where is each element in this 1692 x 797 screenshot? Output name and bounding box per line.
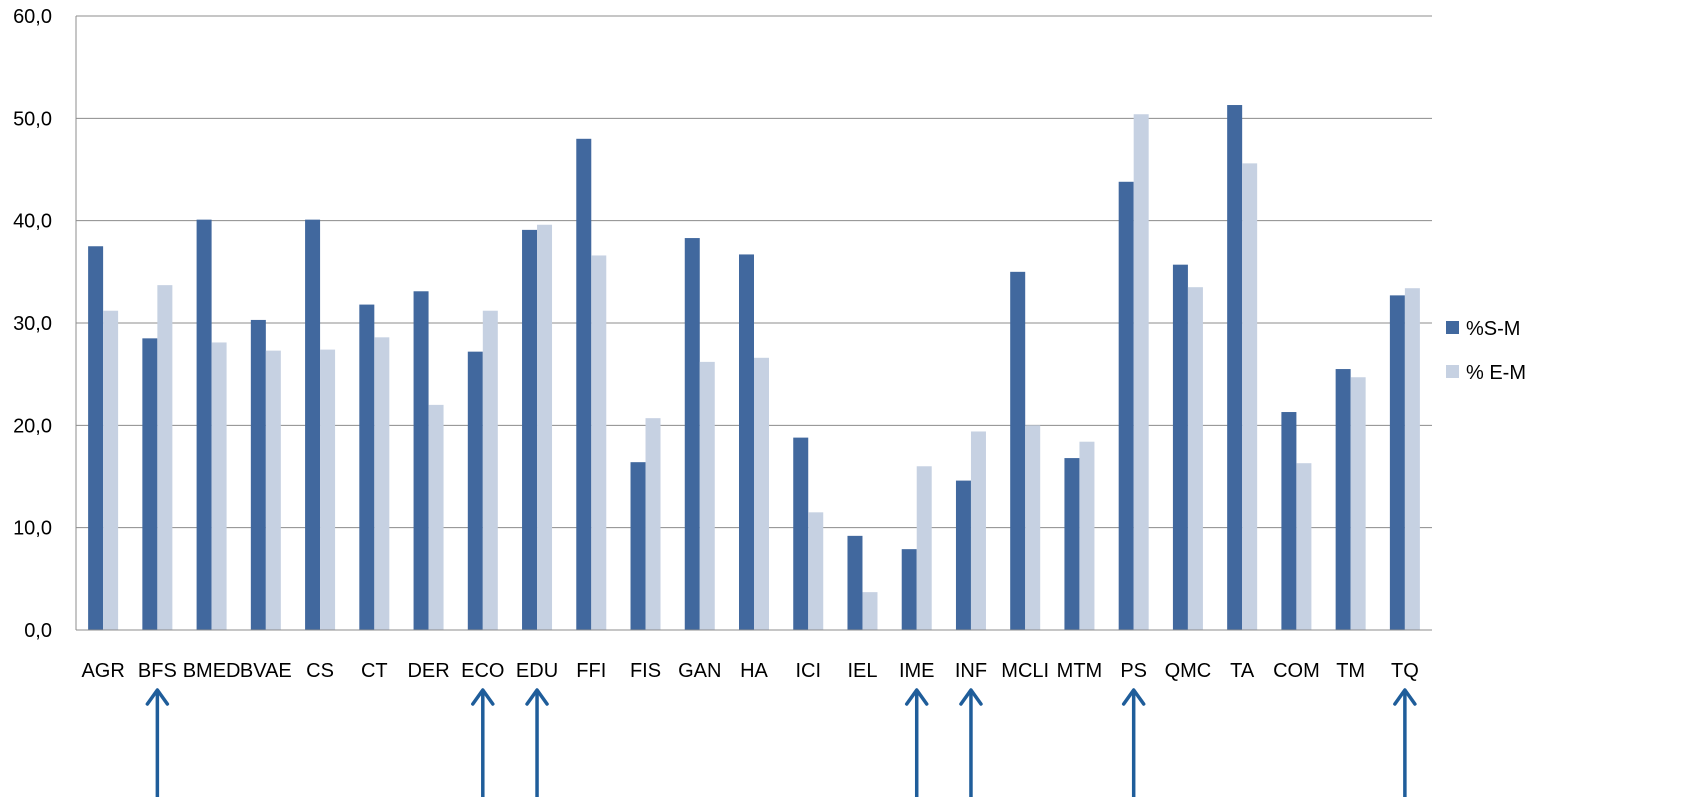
legend: %S-M % E-M <box>1446 318 1526 384</box>
x-tick-label: BFS <box>138 660 177 682</box>
bar-qmc-series-1 <box>1172 264 1188 630</box>
bar-inf-series-1 <box>955 480 971 630</box>
bar-bvae-series-2 <box>265 350 281 630</box>
up-arrow-icon <box>1393 688 1417 797</box>
bar-tq-series-2 <box>1404 288 1420 630</box>
bar-qmc-series-2 <box>1187 287 1203 630</box>
y-tick-label: 40,0 <box>13 211 52 233</box>
bar-ct-series-1 <box>359 304 375 630</box>
bar-ha-series-2 <box>754 357 769 630</box>
y-tick-label: 20,0 <box>13 415 52 437</box>
x-tick-label: COM <box>1273 660 1320 682</box>
bar-com-series-1 <box>1281 412 1297 630</box>
bar-mcli-series-1 <box>1010 271 1026 630</box>
bar-tm-series-1 <box>1335 369 1351 630</box>
up-arrow-icon <box>145 688 170 797</box>
x-tick-label: HA <box>740 660 768 682</box>
bar-ime-series-2 <box>916 466 932 630</box>
y-tick-label: 0,0 <box>24 620 52 642</box>
bar-cs-series-2 <box>320 349 336 630</box>
highlight-arrows <box>145 688 1417 797</box>
y-tick-label: 10,0 <box>13 518 52 540</box>
bar-bmed-series-2 <box>211 342 227 630</box>
bar-bfs-series-1 <box>142 338 158 630</box>
x-tick-label: DER <box>407 660 449 682</box>
x-tick-label: FIS <box>630 660 661 682</box>
bar-iel-series-1 <box>847 535 863 630</box>
y-axis-tick-labels: 0,0 10,0 20,0 30,0 40,0 50,0 60,0 <box>13 6 52 642</box>
up-arrow-icon <box>959 688 983 797</box>
bar-ps-series-2 <box>1133 114 1149 631</box>
x-tick-label: CS <box>306 660 334 682</box>
bar-ime-series-1 <box>901 549 917 630</box>
bar-cs-series-1 <box>305 219 321 631</box>
x-tick-label: ICI <box>795 660 821 682</box>
bar-ha-series-1 <box>739 254 754 631</box>
bar-fis-series-2 <box>645 418 661 630</box>
x-tick-label: INF <box>955 660 987 682</box>
x-tick-label: GAN <box>678 660 721 682</box>
legend-swatch <box>1446 365 1459 378</box>
bar-com-series-2 <box>1296 463 1312 630</box>
bar-ffi-series-1 <box>576 138 592 631</box>
x-tick-label: QMC <box>1165 660 1212 682</box>
x-tick-label: MCLI <box>1001 660 1049 682</box>
x-tick-label: PS <box>1120 660 1147 682</box>
x-tick-label: TQ <box>1391 660 1419 682</box>
bar-ffi-series-2 <box>591 255 607 630</box>
bar-ta-series-1 <box>1227 105 1243 630</box>
bar-eco-series-1 <box>467 351 483 630</box>
bar-ici-series-1 <box>793 437 809 630</box>
x-tick-label: TA <box>1230 660 1255 682</box>
bar-ici-series-2 <box>808 512 824 630</box>
x-tick-label: TM <box>1336 660 1365 682</box>
bar-iel-series-2 <box>862 592 878 630</box>
x-tick-label: IME <box>899 660 935 682</box>
bar-eco-series-2 <box>482 310 498 630</box>
bar-ct-series-2 <box>374 337 390 630</box>
bar-der-series-2 <box>428 404 444 630</box>
x-tick-label: CT <box>361 660 388 682</box>
bar-gan-series-2 <box>699 361 715 630</box>
bar-mtm-series-1 <box>1064 458 1080 630</box>
legend-swatch <box>1446 321 1459 334</box>
x-tick-label: MTM <box>1057 660 1103 682</box>
x-tick-label: BVAE <box>240 660 292 682</box>
up-arrow-icon <box>525 688 549 797</box>
x-tick-label: AGR <box>81 660 124 682</box>
bar-edu-series-2 <box>537 224 553 630</box>
bar-inf-series-2 <box>970 431 986 630</box>
up-arrow-icon <box>1121 688 1146 797</box>
bar-agr-series-2 <box>103 310 119 630</box>
x-axis-tick-labels: AGR BFS BMED BVAE CS CT DER ECO EDU FFI FIS GAN HA IC… <box>81 660 1418 682</box>
bar-fis-series-1 <box>630 462 646 630</box>
bar-bmed-series-1 <box>196 219 212 631</box>
bar-mcli-series-2 <box>1025 425 1041 630</box>
x-tick-label: BMED <box>183 660 241 682</box>
y-tick-label: 60,0 <box>13 6 52 28</box>
bar-bvae-series-1 <box>250 319 266 630</box>
bar-bfs-series-2 <box>157 285 173 630</box>
x-tick-label: IEL <box>847 660 877 682</box>
bar-ps-series-1 <box>1118 181 1134 630</box>
bar-tm-series-2 <box>1350 377 1366 630</box>
bar-agr-series-1 <box>88 246 104 630</box>
bar-gan-series-1 <box>684 238 700 630</box>
up-arrow-icon <box>471 688 495 797</box>
x-tick-label: ECO <box>461 660 504 682</box>
bar-tq-series-1 <box>1389 295 1405 630</box>
up-arrow-icon <box>904 688 929 797</box>
y-tick-label: 30,0 <box>13 313 52 335</box>
x-tick-label: FFI <box>576 660 606 682</box>
y-tick-label: 50,0 <box>13 108 52 130</box>
x-tick-label: EDU <box>516 660 558 682</box>
bar-mtm-series-2 <box>1079 441 1095 630</box>
bars <box>88 105 1420 631</box>
legend-label: %S-M <box>1466 318 1520 340</box>
bar-der-series-1 <box>413 291 429 630</box>
bar-ta-series-2 <box>1242 163 1258 631</box>
bar-edu-series-1 <box>522 229 538 631</box>
legend-label: % E-M <box>1466 362 1526 384</box>
